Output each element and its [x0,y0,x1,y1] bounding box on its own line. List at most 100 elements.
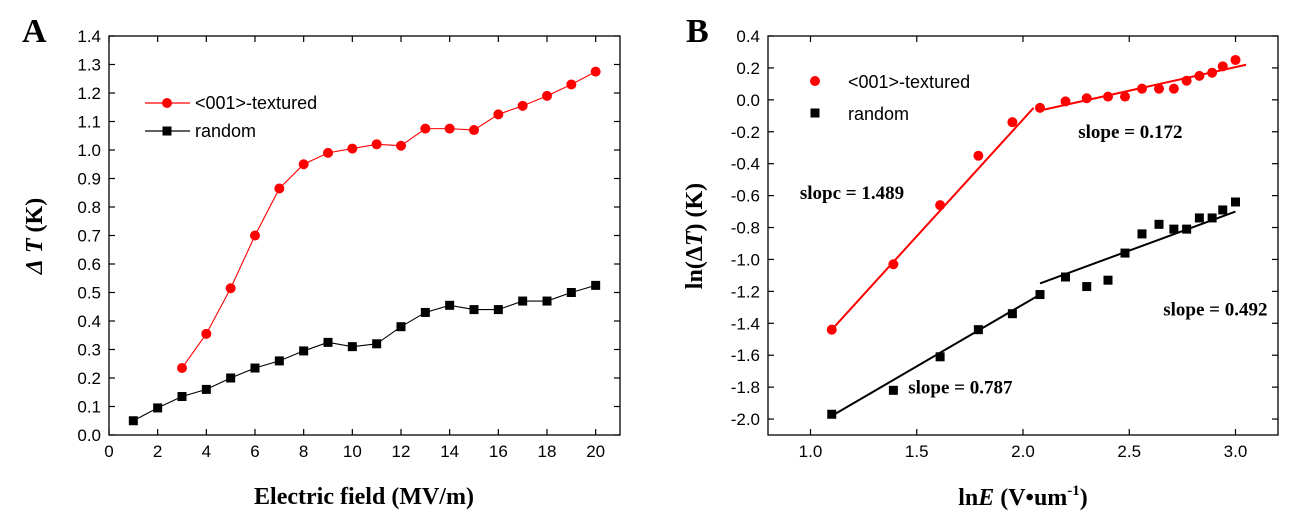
a-xtick-label: 18 [538,442,557,461]
x-ticks-a: 0 2 4 6 8 10 12 14 16 18 20 [104,36,605,461]
b-point-1 [1103,275,1113,285]
a-point-1 [226,373,236,383]
panel-a: A 0.0 0.1 0.2 0.3 0.4 0.5 0.6 0.7 0.8 0.9 1.0 1.1 1.… [22,13,621,510]
b-point-0 [826,324,837,335]
b-point-1 [1137,229,1147,239]
b-point-0 [1081,93,1092,104]
plot-frame-b [767,35,1279,436]
y-ticks-a: 0.0 0.1 0.2 0.3 0.4 0.5 0.6 0.7 0.8 0.9 1.0 1.1 1.2 1… [77,27,620,445]
a-ytick-label: 0.3 [77,341,101,360]
a-ytick-label: 0.9 [77,170,101,189]
a-legend-marker-1 [162,126,172,136]
a-point-0 [469,125,479,136]
b-slope-annotation-2: slope = 0.492 [1163,299,1267,320]
y-axis-title-b-unit: ) (K) [682,183,708,232]
b-ytick-label: -1.8 [731,378,760,397]
a-ytick-label: 0.4 [77,312,101,331]
b-point-1 [888,385,898,395]
x-axis-title-b-exp: -1 [1067,483,1080,499]
legend-b: <001>-textured random [810,72,970,124]
b-ytick-label: -1.0 [731,250,760,269]
a-point-0 [371,139,382,150]
x-axis-title-b-e: E [977,485,994,511]
b-legend-label-1: random [848,104,909,124]
b-ytick-label: -1.6 [731,346,760,365]
a-xtick-label: 10 [343,442,362,461]
a-xtick-label: 0 [104,442,113,461]
b-point-1 [1194,213,1204,223]
a-ytick-label: 0.6 [77,255,101,274]
b-point-1 [1182,224,1192,234]
b-point-0 [1194,70,1205,81]
b-point-1 [1169,224,1179,234]
b-point-1 [1082,282,1092,292]
x-axis-title-b-unit: (V•um [994,485,1067,511]
a-point-0 [298,159,309,170]
b-point-1 [1231,197,1240,207]
y-axis-title-b-ln: ln(Δ [682,246,708,289]
a-point-1 [445,300,455,310]
y-axis-title-a-delta: Δ [22,259,48,275]
b-ytick-label: 0.4 [736,27,760,46]
b-point-0 [1207,67,1218,78]
b-slope-annotation-0: slopc = 1.489 [800,183,904,204]
a-xtick-label: 8 [299,442,308,461]
b-xtick-label: 3.0 [1224,442,1248,461]
a-point-0 [590,66,601,77]
a-point-1 [396,322,406,332]
a-point-0 [274,183,285,194]
b-point-0 [1154,83,1164,94]
a-ytick-label: 0.5 [77,284,101,303]
y-axis-title-a-t: T [22,237,48,253]
a-point-0 [396,140,406,151]
a-ytick-label: 0.1 [77,398,101,417]
b-point-1 [1218,205,1228,215]
b-ytick-label: -0.4 [731,155,760,174]
a-point-0 [444,123,455,134]
a-point-0 [250,230,260,241]
b-fit-line-0 [831,107,1035,331]
b-xtick-label: 2.5 [1117,442,1141,461]
a-point-0 [201,328,212,339]
a-ytick-label: 1.1 [77,113,101,132]
a-point-1 [153,403,163,413]
y-axis-title-a-unit: (K) [22,198,48,239]
b-legend-label-0: <001>-textured [848,72,970,92]
a-point-1 [542,296,552,306]
b-legend-marker-1 [810,108,820,118]
a-point-1 [250,363,260,373]
b-ytick-label: 0.0 [736,91,760,110]
a-legend-label-1: random [195,121,256,141]
y-axis-title-b: ln(ΔT) (K) [682,183,708,289]
b-ytick-label: -1.2 [731,282,760,301]
annotations-b: slopc = 1.489 slope = 0.172 slope = 0.492 s… [800,122,1268,398]
b-ytick-label: -0.2 [731,123,760,142]
a-point-1 [274,356,284,366]
b-point-0 [1168,83,1179,94]
b-point-0 [1137,83,1147,94]
a-point-1 [347,342,357,352]
a-ytick-label: 0.2 [77,369,101,388]
b-ytick-label: -1.4 [731,314,760,333]
b-ytick-label: 0.2 [736,59,760,78]
a-point-1 [518,296,528,306]
a-ytick-label: 0.0 [77,426,101,445]
a-xtick-label: 12 [392,442,411,461]
b-point-0 [1217,61,1228,72]
x-axis-title-a: Electric field (MV/m) [254,484,474,510]
y-axis-title-b-t: T [682,230,708,246]
a-ytick-label: 1.2 [77,84,101,103]
a-xtick-label: 4 [202,442,211,461]
b-point-1 [935,352,945,362]
b-point-0 [1060,96,1071,107]
b-xtick-label: 1.0 [799,442,823,461]
a-point-1 [493,305,503,315]
a-ytick-label: 1.3 [77,56,101,75]
b-slope-annotation-1: slope = 0.172 [1078,122,1182,143]
y-ticks-b: -2.0 -1.8 -1.6 -1.4 -1.2 -1.0 -0.8 -0.6 -0.4 -0.2… [731,27,1278,429]
b-point-1 [1120,248,1130,258]
b-fit-line-3 [1039,210,1236,285]
b-point-0 [1035,102,1045,113]
a-point-1 [128,416,138,426]
